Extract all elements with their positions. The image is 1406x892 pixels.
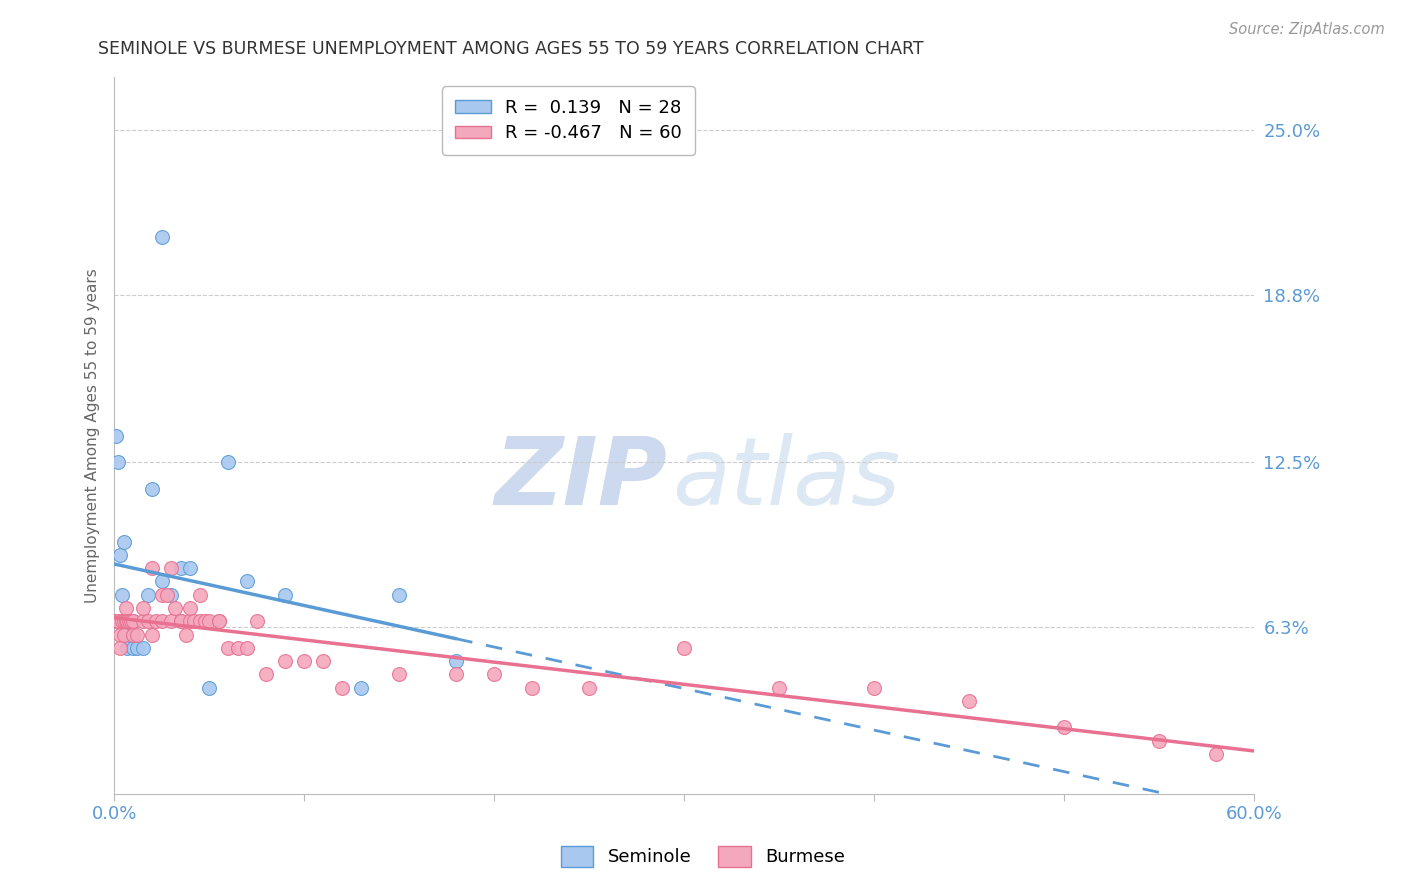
Point	[150, 614, 173, 628]
Point	[150, 574, 173, 589]
Point	[236, 574, 259, 589]
Point	[160, 614, 183, 628]
Point	[1053, 720, 1076, 734]
Point	[131, 614, 153, 628]
Point	[131, 640, 153, 655]
Point	[179, 614, 201, 628]
Point	[107, 614, 129, 628]
Legend: R =  0.139   N = 28, R = -0.467   N = 60: R = 0.139 N = 28, R = -0.467 N = 60	[443, 87, 695, 155]
Point	[236, 640, 259, 655]
Point	[156, 588, 179, 602]
Point	[141, 627, 163, 641]
Point	[112, 614, 135, 628]
Point	[768, 681, 790, 695]
Point	[188, 588, 211, 602]
Point	[120, 614, 142, 628]
Point	[112, 534, 135, 549]
Text: SEMINOLE VS BURMESE UNEMPLOYMENT AMONG AGES 55 TO 59 YEARS CORRELATION CHART: SEMINOLE VS BURMESE UNEMPLOYMENT AMONG A…	[98, 40, 924, 58]
Point	[111, 614, 134, 628]
Point	[169, 614, 191, 628]
Point	[112, 627, 135, 641]
Point	[226, 640, 249, 655]
Y-axis label: Unemployment Among Ages 55 to 59 years: Unemployment Among Ages 55 to 59 years	[86, 268, 100, 603]
Point	[444, 667, 467, 681]
Point	[122, 627, 145, 641]
Point	[105, 428, 128, 442]
Point	[520, 681, 543, 695]
Point	[105, 614, 128, 628]
Point	[194, 614, 217, 628]
Point	[217, 455, 239, 469]
Point	[141, 561, 163, 575]
Point	[138, 614, 160, 628]
Point	[176, 627, 198, 641]
Point	[163, 601, 186, 615]
Point	[112, 614, 135, 628]
Point	[578, 681, 600, 695]
Point	[118, 614, 141, 628]
Point	[388, 588, 411, 602]
Point	[957, 694, 980, 708]
Point	[169, 561, 191, 575]
Point	[150, 588, 173, 602]
Point	[169, 614, 191, 628]
Point	[1205, 747, 1227, 761]
Point	[292, 654, 315, 668]
Point	[108, 548, 131, 562]
Point	[388, 667, 411, 681]
Point	[120, 627, 142, 641]
Point	[114, 627, 136, 641]
Text: ZIP: ZIP	[494, 433, 666, 524]
Point	[863, 681, 886, 695]
Text: Source: ZipAtlas.com: Source: ZipAtlas.com	[1229, 22, 1385, 37]
Point	[122, 614, 145, 628]
Point	[208, 614, 231, 628]
Point	[114, 601, 136, 615]
Point	[125, 640, 148, 655]
Point	[330, 681, 353, 695]
Point	[122, 640, 145, 655]
Point	[274, 588, 297, 602]
Point	[118, 614, 141, 628]
Point	[254, 667, 277, 681]
Point	[145, 614, 167, 628]
Point	[125, 627, 148, 641]
Point	[179, 601, 201, 615]
Point	[141, 482, 163, 496]
Legend: Seminole, Burmese: Seminole, Burmese	[554, 838, 852, 874]
Point	[160, 588, 183, 602]
Text: atlas: atlas	[672, 433, 901, 524]
Point	[138, 588, 160, 602]
Point	[117, 640, 139, 655]
Point	[179, 561, 201, 575]
Point	[217, 640, 239, 655]
Point	[150, 229, 173, 244]
Point	[444, 654, 467, 668]
Point	[188, 614, 211, 628]
Point	[246, 614, 269, 628]
Point	[198, 681, 221, 695]
Point	[108, 640, 131, 655]
Point	[312, 654, 335, 668]
Point	[1147, 733, 1170, 747]
Point	[111, 588, 134, 602]
Point	[208, 614, 231, 628]
Point	[122, 614, 145, 628]
Point	[131, 601, 153, 615]
Point	[183, 614, 205, 628]
Point	[350, 681, 373, 695]
Point	[482, 667, 505, 681]
Point	[198, 614, 221, 628]
Point	[117, 614, 139, 628]
Point	[274, 654, 297, 668]
Point	[107, 455, 129, 469]
Point	[108, 627, 131, 641]
Point	[160, 561, 183, 575]
Point	[672, 640, 695, 655]
Point	[114, 614, 136, 628]
